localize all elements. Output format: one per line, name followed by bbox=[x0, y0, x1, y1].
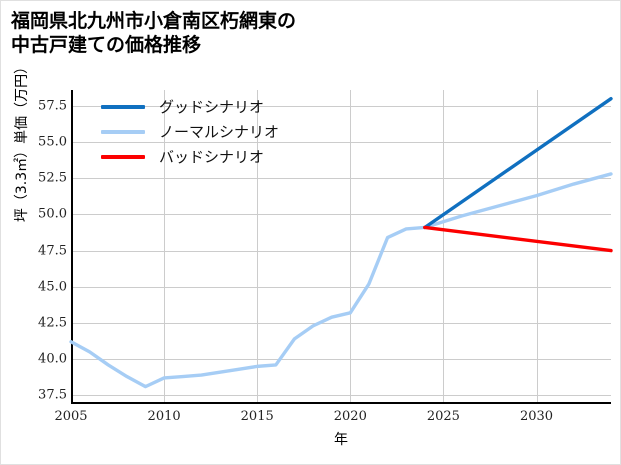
x-tick-label: 2030 bbox=[519, 409, 554, 424]
legend-label-good: グッドシナリオ bbox=[159, 98, 265, 116]
y-tick-label: 50.0 bbox=[38, 206, 67, 222]
gridline-horizontal bbox=[71, 142, 611, 144]
x-axis-label: 年 bbox=[334, 432, 348, 448]
legend-item-bad[interactable]: バッドシナリオ bbox=[101, 144, 279, 169]
legend-swatch-normal bbox=[101, 129, 145, 134]
y-tick-label: 45.0 bbox=[38, 279, 67, 295]
gridline-vertical bbox=[536, 90, 538, 404]
gridline-horizontal bbox=[71, 178, 611, 180]
plot-frame bbox=[71, 90, 611, 404]
x-tick-label: 2005 bbox=[54, 409, 88, 424]
gridline-horizontal bbox=[71, 395, 611, 397]
gridline-horizontal bbox=[71, 359, 611, 361]
series-line-normal bbox=[69, 172, 613, 389]
legend-label-normal: ノーマルシナリオ bbox=[159, 123, 280, 141]
legend-swatch-good bbox=[101, 104, 145, 109]
x-tick-label: 2025 bbox=[426, 409, 460, 424]
y-axis-tick-labels: 37.5 40.0 42.5 45.0 47.5 50.0 52.5 55.0 57.5 bbox=[1, 90, 67, 404]
gridline-vertical bbox=[443, 90, 445, 404]
y-tick-label: 47.5 bbox=[38, 243, 67, 259]
y-tick-label: 55.0 bbox=[38, 134, 67, 150]
y-tick-label: 40.0 bbox=[38, 351, 67, 367]
legend-swatch-bad bbox=[101, 154, 145, 159]
series-lines bbox=[69, 96, 613, 389]
chart-legend: グッドシナリオ ノーマルシナリオ バッドシナリオ bbox=[101, 94, 279, 169]
legend-item-good[interactable]: グッドシナリオ bbox=[101, 94, 279, 119]
gridline-vertical bbox=[350, 90, 352, 404]
gridline-horizontal bbox=[71, 214, 611, 216]
y-tick-label: 57.5 bbox=[38, 98, 67, 114]
legend-item-normal[interactable]: ノーマルシナリオ bbox=[101, 119, 279, 144]
gridline-horizontal bbox=[71, 286, 611, 288]
chart-title: 福岡県北九州市小倉南区朽網東の 中古戸建ての価格推移 bbox=[11, 10, 297, 57]
y-tick-label: 37.5 bbox=[38, 387, 67, 403]
x-tick-label: 2015 bbox=[240, 409, 274, 424]
x-axis-tick-labels: 2005 2010 2015 2020 2025 2030 bbox=[54, 409, 611, 429]
series-line-bad bbox=[423, 225, 613, 253]
legend-label-bad: バッドシナリオ bbox=[159, 148, 265, 166]
y-tick-label: 42.5 bbox=[38, 315, 67, 331]
y-tick-label: 52.5 bbox=[38, 170, 67, 186]
gridline-horizontal bbox=[71, 105, 611, 107]
x-tick-label: 2020 bbox=[333, 409, 367, 424]
gridline-horizontal bbox=[71, 250, 611, 252]
gridline-vertical bbox=[257, 90, 259, 404]
x-tick-label: 2010 bbox=[147, 409, 181, 424]
gridline-horizontal bbox=[71, 322, 611, 324]
gridline-vertical bbox=[164, 90, 166, 404]
series-line-good bbox=[423, 96, 613, 230]
plot-area: グッドシナリオ ノーマルシナリオ バッドシナリオ bbox=[69, 90, 613, 404]
